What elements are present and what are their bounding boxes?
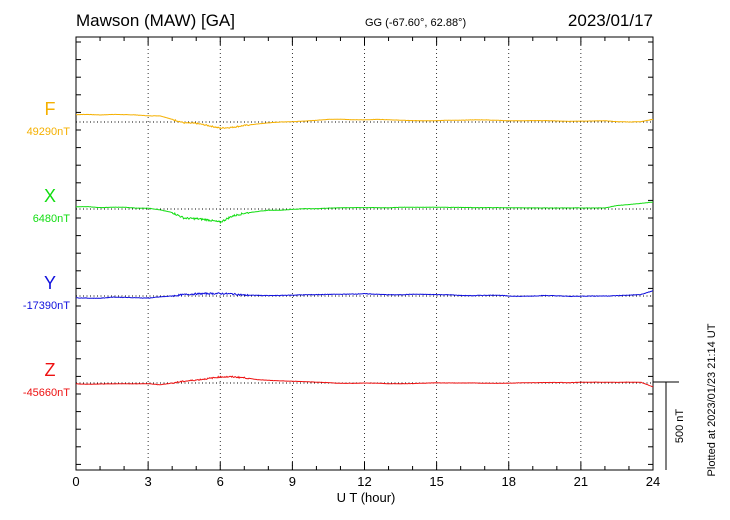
x-axis-label: U T (hour): [337, 490, 396, 505]
x-tick-label: 12: [357, 474, 371, 489]
x-tick-label: 6: [217, 474, 224, 489]
baseline-label-x: 6480nT: [33, 213, 71, 225]
x-axis-ticks: 0 3 6 9 12 15 18 21 24: [72, 37, 660, 489]
series-name-y: Y: [44, 273, 56, 293]
plotted-timestamp: Plotted at 2023/01/23 21:14 UT: [706, 323, 718, 476]
series-name-z: Z: [45, 360, 56, 380]
series-labels: F 49290nT X 6480nT Y -17390nT Z -45660nT: [23, 99, 70, 399]
baseline-label-y: -17390nT: [23, 300, 70, 312]
series-name-f: F: [45, 99, 56, 119]
scale-bar: 500 nT: [653, 381, 686, 470]
scale-bar-label: 500 nT: [674, 409, 686, 444]
x-tick-label: 24: [646, 474, 660, 489]
trace-f: [76, 113, 654, 130]
station-title: Mawson (MAW) [GA]: [76, 11, 235, 30]
baseline-label-z: -45660nT: [23, 387, 70, 399]
data-traces: [75, 113, 654, 388]
x-tick-label: 0: [72, 474, 79, 489]
x-tick-label: 3: [145, 474, 152, 489]
x-tick-label: 21: [574, 474, 588, 489]
series-name-x: X: [44, 186, 56, 206]
coordinates-label: GG (-67.60°, 62.88°): [365, 17, 466, 29]
grid-lines: [147, 37, 582, 470]
date-label: 2023/01/17: [568, 11, 653, 30]
baseline-label-f: 49290nT: [27, 126, 71, 138]
trace-x: [75, 201, 654, 224]
x-tick-label: 18: [502, 474, 516, 489]
trace-y: [75, 290, 654, 300]
x-tick-label: 15: [429, 474, 443, 489]
x-tick-label: 9: [289, 474, 296, 489]
trace-z: [75, 375, 654, 388]
